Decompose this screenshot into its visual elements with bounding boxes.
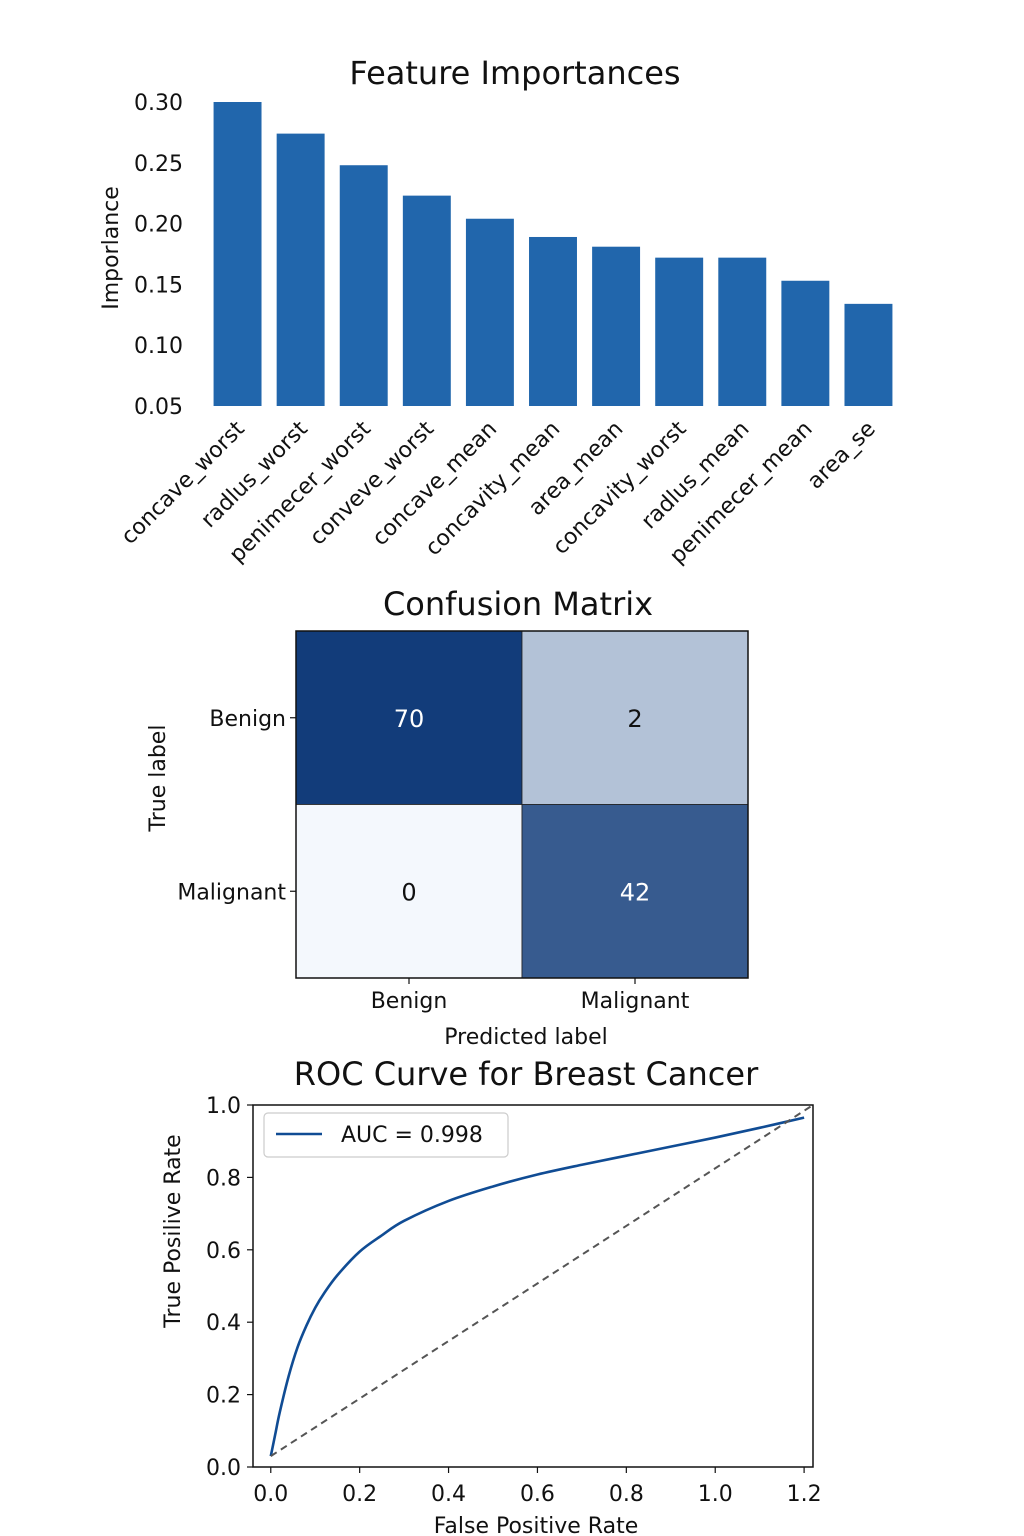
roc-y-tick-label: 0.2 [206,1384,241,1409]
confusion-matrix-chart: Confusion Matrix 70 20 42 BenignMalignant … [146,585,749,1050]
confusion-matrix-x-ticks: Benign Malignant [371,978,690,1014]
confusion-matrix-value: 42 [620,878,651,906]
roc-legend: AUC = 0.998 [263,1112,509,1158]
confusion-matrix-xlabel: Predicted label [444,1025,607,1050]
confusion-matrix-cell [521,804,749,979]
roc-curve-chart: ROC Curve for Breast Cancer 0.0 0.2 0.4 0.6… [161,1055,822,1536]
bar [339,165,388,406]
roc-chance-line [270,1104,814,1457]
roc-y-tick-label: 0.0 [206,1456,241,1481]
roc-y-tick-label: 0.8 [206,1166,241,1191]
bar [718,257,767,406]
bar-y-tick-label: 0.20 [134,213,183,238]
roc-x-tick-label: 0.6 [520,1482,555,1507]
bar [592,246,641,406]
bar-y-tick-label: 0.30 [134,91,183,116]
roc-y-tick-label: 0.6 [206,1239,241,1264]
roc-x-tick-label: 1.2 [787,1482,822,1507]
bar-x-tick-label: area_se [803,417,881,495]
bar-chart-bars [213,102,893,406]
bar-y-tick-label: 0.10 [134,334,183,359]
bar [276,133,325,406]
confusion-matrix-cells: 70 2 0 42 [295,630,749,979]
roc-curve-line [269,1116,805,1457]
bar [844,303,893,406]
bar-chart-x-ticks: concave_worstradlus_worstpenimecer_worst… [117,416,881,569]
bar-y-tick-label: 0.05 [134,395,183,420]
roc-x-tick-label: 0.0 [253,1482,288,1507]
bar [402,195,451,406]
bar [655,257,704,406]
roc-x-tick-label: 0.8 [609,1482,644,1507]
confusion-matrix-y-tick-label: Malignant [177,880,286,905]
roc-y-tick-label: 1.0 [206,1094,241,1119]
confusion-matrix-x-tick-label: Benign [371,989,448,1014]
roc-title: ROC Curve for Breast Cancer [294,1055,759,1093]
roc-x-tick-label: 0.2 [342,1482,377,1507]
confusion-matrix-cell [295,630,523,805]
roc-y-tick-label: 0.4 [206,1311,241,1336]
bar-chart-y-ticks: 0.05 0.10 0.15 0.20 0.25 0.30 [134,91,183,420]
bar [213,102,262,406]
bar [465,218,514,406]
roc-series [269,1104,814,1457]
confusion-matrix-value: 2 [627,705,642,733]
roc-plot-frame [252,1104,814,1468]
roc-xlabel: False Positive Rate [434,1514,638,1536]
confusion-matrix-y-ticks: Benign Malignant [177,707,296,905]
bar-y-tick-label: 0.15 [134,273,183,298]
bar-chart-ylabel: Imporlance [99,186,124,310]
roc-legend-label: AUC = 0.998 [341,1123,483,1148]
confusion-matrix-title: Confusion Matrix [383,585,653,623]
feature-importance-chart: Feature Importances Imporlance 0.050.100… [99,54,893,569]
bar [781,280,830,406]
roc-x-ticks: 0.0 0.2 0.4 0.6 0.8 1.0 1.2 [253,1467,822,1507]
confusion-matrix-cell [521,630,749,805]
confusion-matrix-value: 0 [401,878,416,906]
confusion-matrix-value: 70 [394,705,425,733]
roc-x-tick-label: 0.4 [431,1482,466,1507]
roc-x-tick-label: 1.0 [698,1482,733,1507]
bar [529,236,577,406]
confusion-matrix-x-tick-label: Malignant [581,989,690,1014]
bar-x-tick-label: radlus_mean [637,417,755,535]
bar-y-tick-label: 0.25 [134,152,183,177]
roc-y-ticks: 0.0 0.2 0.4 0.6 0.8 1.0 [206,1094,253,1481]
bar-chart-title: Feature Importances [349,54,680,92]
confusion-matrix-y-tick-label: Benign [209,707,286,732]
confusion-matrix-frame [295,630,749,979]
roc-ylabel: True Posilive Rate [161,1134,186,1328]
roc-legend-box [263,1112,509,1158]
confusion-matrix-ylabel: True label [146,725,171,833]
